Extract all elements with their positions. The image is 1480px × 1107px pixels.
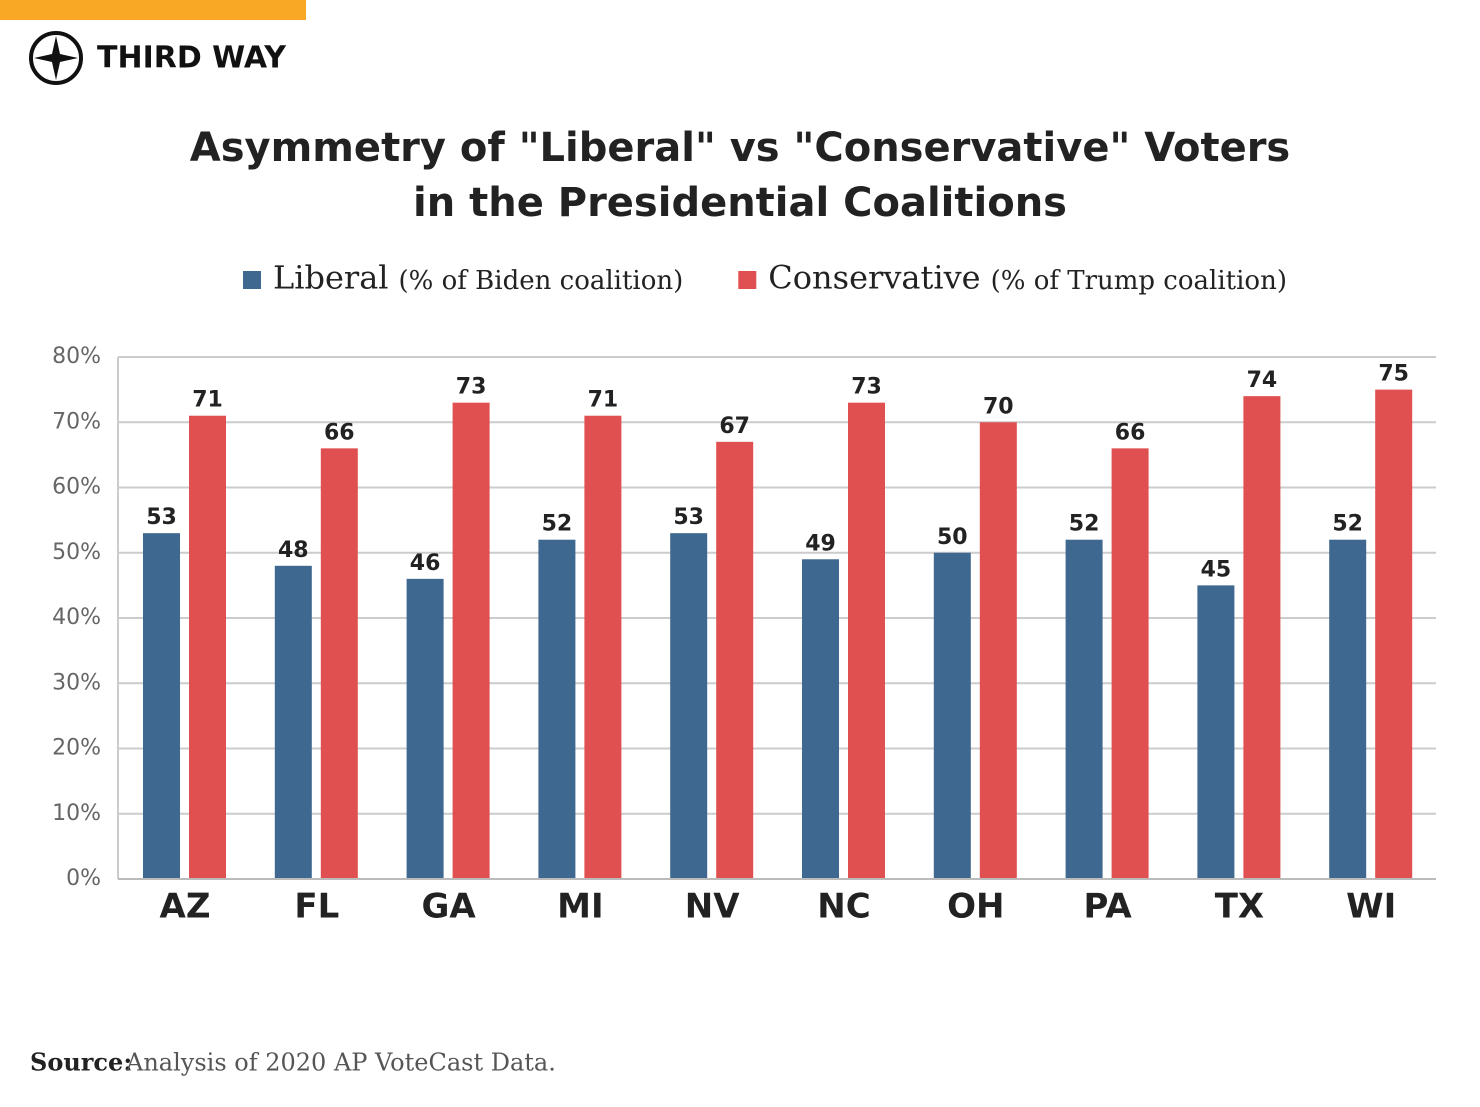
value-label: 67 bbox=[719, 414, 750, 439]
value-label: 70 bbox=[983, 394, 1014, 419]
x-tick-label: GA bbox=[421, 887, 476, 927]
value-label: 53 bbox=[673, 505, 704, 530]
x-tick-label: WI bbox=[1346, 887, 1396, 927]
legend-note: (% of Biden coalition) bbox=[399, 266, 684, 296]
value-label: 46 bbox=[410, 551, 441, 576]
bar bbox=[979, 422, 1017, 879]
value-label: 71 bbox=[588, 388, 619, 413]
y-tick-label: 0% bbox=[66, 866, 101, 891]
x-tick-label: OH bbox=[947, 887, 1004, 927]
value-label: 49 bbox=[805, 531, 836, 556]
x-tick-label: NV bbox=[685, 887, 740, 927]
y-tick-label: 30% bbox=[52, 670, 101, 695]
accent-bar bbox=[0, 0, 306, 20]
legend-swatch bbox=[738, 271, 757, 289]
bar bbox=[584, 415, 622, 879]
value-label: 52 bbox=[1332, 512, 1363, 537]
y-tick-label: 70% bbox=[52, 409, 101, 434]
legend-swatch bbox=[243, 271, 261, 289]
source-text: Analysis of 2020 AP VoteCast Data. bbox=[125, 1049, 556, 1077]
legend-label: Conservative bbox=[768, 259, 980, 297]
bar bbox=[189, 415, 226, 879]
value-label: 74 bbox=[1247, 368, 1278, 393]
chart-title: Asymmetry of "Liberal" vs "Conservative"… bbox=[190, 125, 1291, 171]
value-label: 66 bbox=[1115, 420, 1146, 445]
value-label: 73 bbox=[456, 375, 487, 400]
bar bbox=[1329, 539, 1367, 879]
y-tick-label: 10% bbox=[52, 801, 101, 826]
bar bbox=[1065, 539, 1103, 879]
bar bbox=[802, 559, 839, 879]
logo bbox=[29, 31, 83, 85]
bar bbox=[406, 578, 444, 879]
value-label: 66 bbox=[324, 420, 355, 445]
value-label: 48 bbox=[278, 538, 309, 563]
value-label: 52 bbox=[1069, 512, 1100, 537]
y-tick-label: 20% bbox=[52, 736, 101, 761]
bar bbox=[1375, 389, 1413, 879]
bar bbox=[933, 552, 971, 879]
bar bbox=[274, 565, 312, 879]
x-tick-label: TX bbox=[1215, 887, 1264, 927]
source-label: Source: bbox=[30, 1048, 132, 1077]
value-label: 71 bbox=[192, 388, 223, 413]
x-tick-label: AZ bbox=[160, 887, 211, 927]
bar bbox=[538, 539, 576, 879]
y-tick-label: 80% bbox=[52, 344, 101, 369]
x-tick-label: FL bbox=[294, 887, 339, 927]
value-label: 75 bbox=[1378, 362, 1409, 387]
y-tick-label: 40% bbox=[52, 605, 101, 630]
bar bbox=[1197, 585, 1235, 879]
bar bbox=[670, 533, 708, 879]
legend-note: (% of Trump coalition) bbox=[991, 266, 1287, 296]
chart-title: in the Presidential Coalitions bbox=[413, 180, 1067, 226]
x-tick-label: PA bbox=[1084, 887, 1133, 927]
value-label: 73 bbox=[851, 375, 882, 400]
value-label: 52 bbox=[542, 512, 573, 537]
brand: THIRD WAY bbox=[97, 41, 287, 76]
value-label: 50 bbox=[937, 525, 968, 550]
value-label: 45 bbox=[1201, 557, 1232, 582]
x-tick-label: NC bbox=[817, 887, 870, 927]
y-tick-label: 60% bbox=[52, 475, 101, 500]
bar bbox=[320, 448, 358, 879]
bar bbox=[452, 402, 490, 879]
bar bbox=[716, 441, 754, 879]
bar bbox=[1111, 448, 1149, 879]
legend: Liberal (% of Biden coalition) Conservativ… bbox=[243, 259, 1287, 297]
x-tick-label: MI bbox=[557, 887, 603, 927]
legend-label: Liberal bbox=[273, 259, 389, 297]
y-tick-label: 50% bbox=[52, 540, 101, 565]
bar bbox=[1243, 396, 1281, 879]
bar bbox=[848, 402, 885, 879]
bar bbox=[143, 533, 180, 879]
value-label: 53 bbox=[146, 505, 177, 530]
